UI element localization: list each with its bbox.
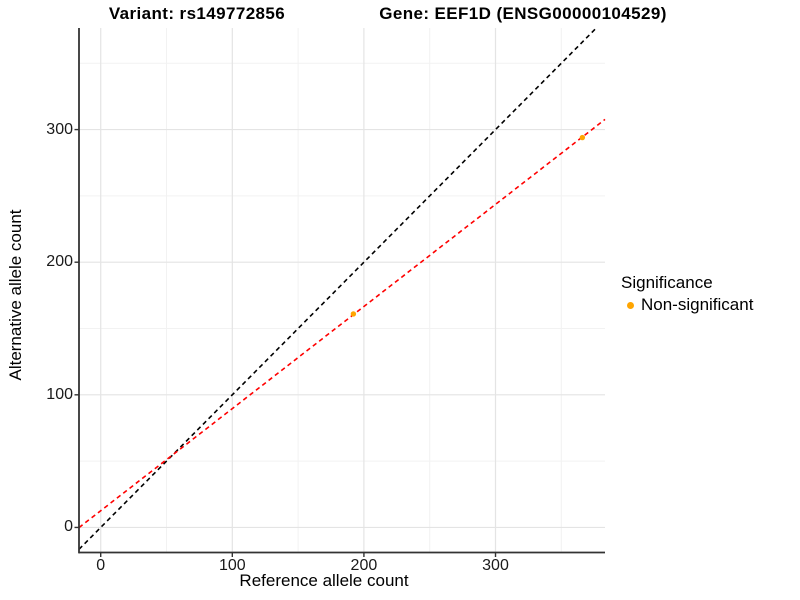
- y-tick-label: 300: [46, 120, 73, 138]
- y-tick-label: 0: [64, 518, 73, 536]
- data-point: [350, 311, 357, 317]
- fit-line: [78, 118, 606, 529]
- x-tick-label: 300: [482, 557, 509, 574]
- legend-point-icon: [627, 301, 634, 309]
- plot-title-gene: Gene: EEF1D (ENSG00000104529): [379, 4, 667, 23]
- y-tick-label: 200: [46, 253, 73, 271]
- y-tick-label: 100: [46, 385, 73, 403]
- x-tick-label: 200: [350, 557, 378, 574]
- identity-line: [78, 27, 597, 550]
- data-point: [579, 134, 586, 141]
- x-tick-label: 0: [96, 557, 106, 574]
- y-axis-title: Alternative allele count: [6, 209, 25, 381]
- legend-item-non-significant: Non-significant: [621, 294, 753, 316]
- plot-title-variant: Variant: rs149772856: [108, 4, 286, 23]
- x-tick-label: 100: [218, 557, 246, 574]
- legend-item-label: Non-significant: [641, 295, 754, 314]
- x-axis-title: Reference allele count: [239, 571, 409, 590]
- legend: Significance Non-significant: [621, 272, 753, 316]
- legend-title: Significance: [621, 273, 713, 292]
